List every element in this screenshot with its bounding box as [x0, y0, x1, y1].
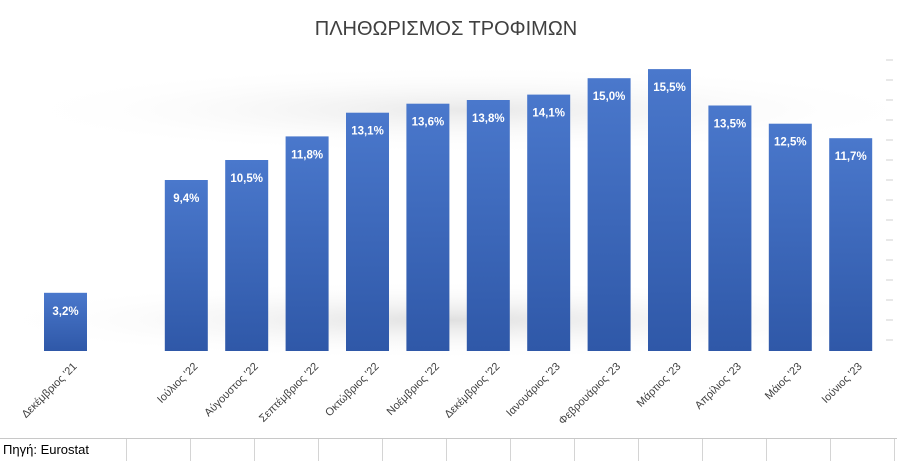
x-tick-label: Νοέμβριος '22 [385, 361, 442, 418]
source-row: Πηγή: Eurostat [0, 438, 897, 461]
data-labels-group: 3,2% 9,4% 10,5% 11,8% 13,1% 13,6% 13,8% 14,1% 15… [52, 82, 866, 318]
x-tick-label: Απρίλιος '23 [693, 361, 744, 412]
data-label: 9,4% [173, 193, 199, 205]
x-tick-label: Δεκέμβριος '21 [20, 361, 80, 421]
sheet-cell [639, 439, 703, 461]
x-tick-labels-group: Δεκέμβριος '21 Ιούλιος '22 Αύγουστος '22Σε… [20, 361, 865, 428]
bar [768, 123, 812, 351]
x-tick-label: Φεβρουάριος '23 [557, 361, 624, 428]
bar [708, 105, 752, 351]
data-label: 3,2% [52, 306, 78, 318]
sheet-cell [767, 439, 831, 461]
data-label: 11,8% [291, 149, 323, 161]
bar [466, 100, 510, 351]
bar [44, 292, 87, 351]
sheet-cell [703, 439, 767, 461]
chart-title: ΠΛΗΘΩΡΙΣΜΟΣ ΤΡΟΦΙΜΩΝ [315, 18, 577, 40]
data-label: 13,1% [351, 126, 384, 138]
x-tick-label: Σεπτέμβριος '22 [257, 361, 321, 425]
x-tick-label: Μάρτιος '23 [635, 361, 684, 410]
bar [829, 138, 873, 351]
sheet-cell [383, 439, 447, 461]
data-label: 15,5% [653, 82, 686, 94]
bar-chart: ΠΛΗΘΩΡΙΣΜΟΣ ΤΡΟΦΙΜΩΝ 3,2% 9,4% 10,5% 11,8% 1… [0, 18, 897, 428]
data-label: 15,0% [593, 91, 626, 103]
bar [164, 180, 208, 351]
data-label: 13,8% [472, 113, 505, 125]
bars-group [44, 69, 873, 351]
sheet-cell [511, 439, 575, 461]
bar [587, 78, 631, 351]
bar [225, 160, 269, 351]
bar [406, 103, 450, 351]
bar [648, 69, 691, 351]
x-tick-label: Αύγουστος '22 [202, 361, 261, 420]
right-edge-ticks [886, 59, 893, 341]
x-tick-label: Μάιος '23 [763, 361, 805, 403]
x-tick-label: Δεκέμβριος '22 [442, 361, 502, 421]
bar [285, 136, 329, 351]
x-tick-label: Οκτώβριος '22 [323, 361, 381, 419]
sheet-cell [191, 439, 255, 461]
sheet-cell [447, 439, 511, 461]
data-label: 11,7% [835, 151, 867, 163]
sheet-cell [575, 439, 639, 461]
sheet-cells [0, 439, 897, 461]
x-tick-label: Ιούνιος '23 [820, 361, 865, 406]
data-label: 14,1% [532, 108, 565, 120]
sheet-cell [127, 439, 191, 461]
data-label: 13,5% [714, 119, 747, 131]
sheet-cell [831, 439, 895, 461]
bar [527, 94, 571, 351]
data-label: 13,6% [412, 117, 445, 129]
sheet-cell [63, 439, 127, 461]
source-text: Πηγή: Eurostat [3, 442, 89, 457]
data-label: 12,5% [774, 137, 807, 149]
x-tick-label: Ιούλιος '22 [155, 361, 200, 406]
x-tick-label: Ιανουάριος '23 [504, 361, 563, 420]
sheet-cell [319, 439, 383, 461]
sheet-cell [255, 439, 319, 461]
bar [346, 112, 389, 351]
data-label: 10,5% [230, 173, 263, 185]
